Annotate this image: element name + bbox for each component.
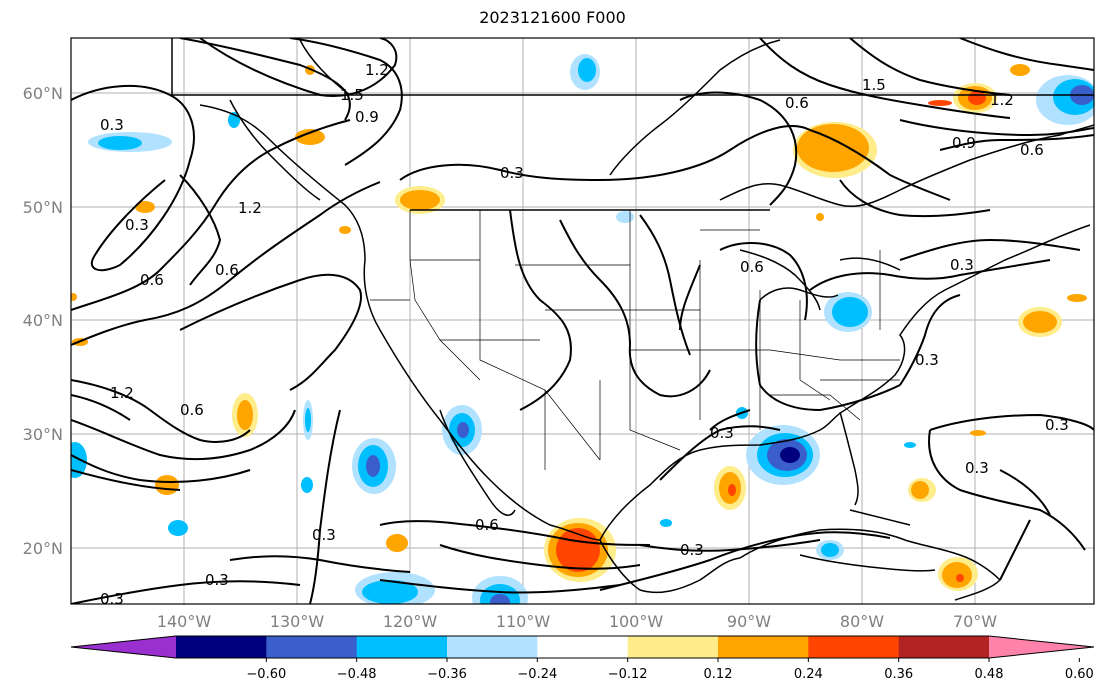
contour-label: 0.9 xyxy=(355,108,379,126)
latitude-labels: 60°N 50°N 40°N 30°N 20°N xyxy=(23,84,63,558)
colorbar-tick-label: 0.12 xyxy=(704,667,733,682)
lat-label: 40°N xyxy=(23,311,63,330)
lat-label: 30°N xyxy=(23,425,63,444)
colorbar-tick-label: 0.60 xyxy=(1065,667,1094,682)
lon-label: 140°W xyxy=(157,612,212,631)
contour-label: 0.6 xyxy=(475,516,499,534)
lon-label: 90°W xyxy=(727,612,771,631)
colorbar-tick-label: −0.60 xyxy=(246,667,286,682)
contour-label: 1.2 xyxy=(110,384,134,402)
contour-label: 1.5 xyxy=(340,86,364,104)
contour-label: 0.3 xyxy=(100,590,124,608)
colorbar-segment xyxy=(808,636,900,658)
contour-label: 1.2 xyxy=(990,91,1014,109)
contour-label: 0.3 xyxy=(915,351,939,369)
colorbar-tick-label: 0.24 xyxy=(794,667,823,682)
contour-label: 0.3 xyxy=(950,256,974,274)
lon-label: 130°W xyxy=(270,612,325,631)
contour-label: 0.9 xyxy=(952,134,976,152)
contour-label: 0.3 xyxy=(100,116,124,134)
lon-label: 120°W xyxy=(383,612,438,631)
lon-label: 100°W xyxy=(609,612,664,631)
longitude-labels: 140°W 130°W 120°W 110°W 100°W 90°W 80°W … xyxy=(157,612,997,631)
map-content: 0.3 0.3 0.6 0.6 1.2 0.9 1.5 1.2 0.3 0.6 … xyxy=(71,38,1094,608)
colorbar-segment xyxy=(71,636,176,658)
colorbar-segment xyxy=(447,636,538,658)
colorbar-tick-label: 0.36 xyxy=(884,667,913,682)
contour-label: 0.3 xyxy=(205,571,229,589)
colorbar-tick-label: −0.12 xyxy=(608,667,648,682)
colorbar-segment xyxy=(356,636,448,658)
colorbar-segment xyxy=(718,636,809,658)
colorbar-segment xyxy=(898,636,990,658)
contour-label: 0.3 xyxy=(312,526,336,544)
lat-label: 60°N xyxy=(23,84,63,103)
positive-anomaly-fills xyxy=(71,64,1087,591)
colorbar: −0.60 −0.48 −0.36 −0.24 −0.12 0.12 0.24 0.36 0.4… xyxy=(70,635,1095,682)
colorbar-tick-label: −0.36 xyxy=(427,667,467,682)
contour-label: 0.3 xyxy=(965,459,989,477)
contour-label: 0.3 xyxy=(1045,416,1069,434)
lon-label: 80°W xyxy=(840,612,884,631)
colorbar-tick-label: 0.48 xyxy=(975,667,1004,682)
lon-label: 110°W xyxy=(496,612,551,631)
colorbar-tick-label: −0.24 xyxy=(517,667,557,682)
contour-label: 0.6 xyxy=(180,401,204,419)
contour-label: 0.6 xyxy=(140,271,164,289)
contour-label: 0.3 xyxy=(500,164,524,182)
contour-value-labels: 0.3 0.3 0.6 0.6 1.2 0.9 1.5 1.2 0.3 0.6 … xyxy=(100,61,1069,608)
lat-label: 20°N xyxy=(23,539,63,558)
colorbar-tick-label: −0.48 xyxy=(337,667,377,682)
map-area xyxy=(71,38,1094,604)
colorbar-segment xyxy=(176,636,267,658)
contour-label: 0.6 xyxy=(740,258,764,276)
contour-label: 0.3 xyxy=(680,541,704,559)
contour-label: 1.2 xyxy=(238,199,262,217)
lon-label: 70°W xyxy=(953,612,997,631)
map-title: 2023121600 F000 xyxy=(479,8,626,27)
negative-anomaly-fills xyxy=(71,54,1094,604)
map-frame xyxy=(70,37,1095,605)
contour-label: 1.2 xyxy=(365,61,389,79)
contour-label: 0.3 xyxy=(125,216,149,234)
contour-label: 0.6 xyxy=(785,94,809,112)
contour-label: 1.5 xyxy=(862,76,886,94)
contour-label: 0.6 xyxy=(1020,141,1044,159)
colorbar-segment xyxy=(266,636,358,658)
colorbar-segment xyxy=(627,636,719,658)
colorbar-segment xyxy=(537,636,629,658)
lat-label: 50°N xyxy=(23,198,63,217)
colorbar-segment xyxy=(989,636,1094,658)
contour-label: 0.3 xyxy=(710,424,734,442)
contour-label: 0.6 xyxy=(215,261,239,279)
contour-lines xyxy=(71,38,1094,604)
colorbar-outline xyxy=(70,635,1095,659)
